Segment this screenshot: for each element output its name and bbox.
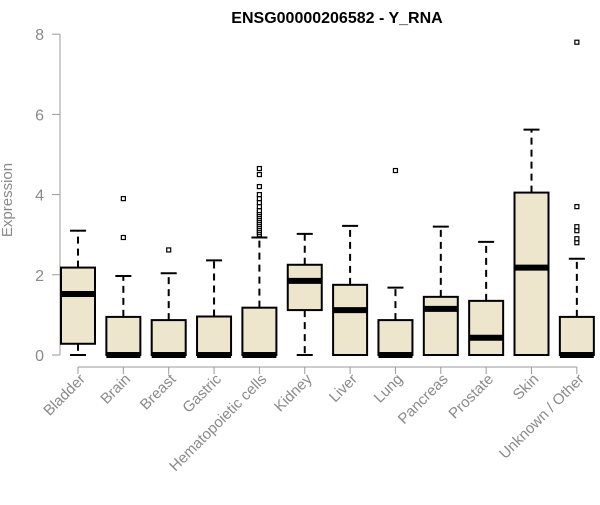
x-tick-label: Pancreas — [395, 371, 452, 428]
y-tick-label: 8 — [35, 27, 44, 44]
x-tick-label: Bladder — [40, 371, 89, 420]
box-gastric — [196, 259, 233, 358]
box-bladder — [60, 229, 96, 356]
x-tick-label: Liver — [326, 371, 361, 406]
box-iqr — [105, 315, 142, 356]
chart-title: ENSG00000206582 - Y_RNA — [231, 10, 443, 27]
y-tick-label: 0 — [35, 348, 44, 365]
outlier-point — [256, 183, 262, 190]
outlier-point — [392, 167, 399, 174]
x-tick-label: Brain — [97, 371, 134, 408]
outlier-point — [574, 204, 580, 210]
y-tick-label: 2 — [35, 268, 44, 285]
box-prostate — [468, 240, 505, 356]
box-iqr — [513, 191, 550, 356]
box-liver — [332, 224, 369, 357]
x-tick-label: Skin — [510, 371, 543, 404]
outlier-point — [574, 228, 580, 234]
outlier-point — [574, 39, 580, 45]
box-iqr — [558, 315, 595, 356]
box-breast — [150, 247, 187, 358]
box-hematopoietic-cells — [241, 165, 278, 358]
box-iqr — [241, 306, 278, 357]
box-brain — [105, 196, 142, 358]
x-tick-label: Unknown / Other — [496, 371, 588, 463]
outlier-point — [574, 224, 580, 230]
y-tick-label: 6 — [35, 107, 44, 124]
box-iqr — [286, 263, 323, 312]
outlier-point — [256, 204, 262, 210]
x-tick-label: Prostate — [445, 371, 497, 423]
outlier-point — [256, 200, 262, 206]
box-iqr — [60, 266, 96, 345]
outlier-point — [166, 247, 172, 253]
outlier-point — [574, 240, 580, 246]
box-lung — [377, 167, 414, 358]
y-axis-label: Expression — [0, 163, 16, 237]
outlier-point — [256, 192, 262, 198]
box-iqr — [422, 295, 459, 357]
outlier-point — [256, 171, 262, 178]
box-skin — [513, 128, 550, 356]
outlier-point — [256, 208, 262, 214]
box-iqr — [150, 319, 187, 357]
outlier-point — [256, 196, 262, 202]
box-iqr — [377, 319, 414, 357]
y-tick-label: 4 — [35, 188, 44, 205]
box-iqr — [468, 299, 505, 356]
box-kidney — [286, 232, 323, 356]
outlier-point — [574, 236, 580, 242]
box-unknown-other — [558, 39, 595, 358]
outlier-point — [256, 165, 262, 172]
box-iqr — [332, 283, 369, 357]
y-axis: 0 2 4 6 8 — [35, 27, 61, 365]
x-tick-label: Kidney — [271, 370, 316, 415]
box-pancreas — [422, 225, 459, 357]
x-tick-label: Breast — [137, 370, 180, 413]
x-tick-label: Lung — [371, 371, 407, 407]
box-series — [60, 39, 595, 358]
outlier-point — [120, 234, 126, 241]
outlier-point — [120, 196, 126, 202]
box-iqr — [196, 315, 233, 356]
